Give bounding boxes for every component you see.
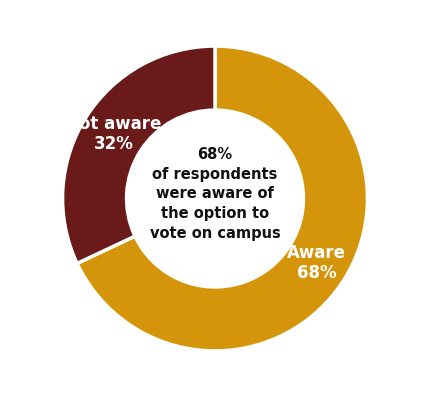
Wedge shape: [62, 46, 215, 263]
Wedge shape: [77, 46, 368, 351]
Text: Not aware
32%: Not aware 32%: [65, 115, 162, 153]
Text: 68%
of respondents
were aware of
the option to
vote on campus: 68% of respondents were aware of the opt…: [150, 147, 280, 241]
Text: Aware
68%: Aware 68%: [287, 244, 346, 282]
